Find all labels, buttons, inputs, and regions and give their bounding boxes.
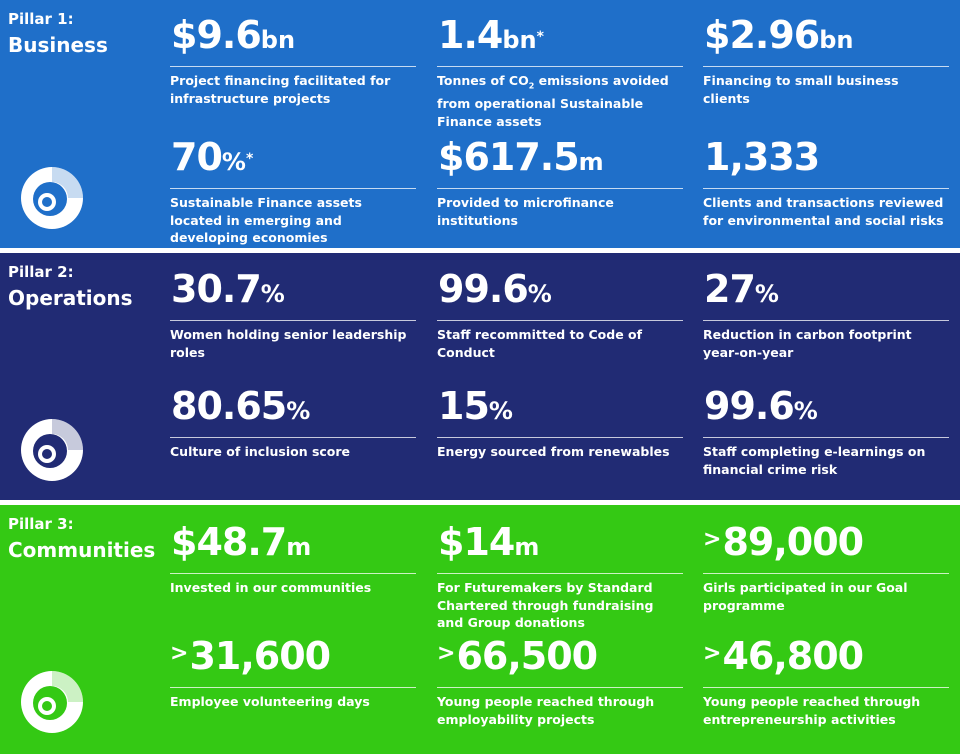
stat-code-of-conduct: 99.6% Staff recommitted to Code of Condu… <box>437 266 683 361</box>
divider <box>703 437 949 438</box>
stat-value: >66,500 <box>437 634 598 678</box>
pillar-communities-section: Pillar 3: Communities $48.7m Invested in… <box>0 505 960 754</box>
stat-value: $617.5m <box>438 135 604 179</box>
divider <box>170 66 416 67</box>
divider <box>170 687 416 688</box>
stat-description: Provided to microfinance institutions <box>437 195 614 228</box>
stat-value: 1,333 <box>704 135 820 179</box>
stat-value: 30.7% <box>171 267 285 311</box>
pillar-business-section: Pillar 1: Business $9.6bn Project financ… <box>0 0 960 248</box>
brand-logo-icon <box>21 419 83 481</box>
stat-elearning-completion: 99.6% Staff completing e-learnings on fi… <box>703 383 949 478</box>
pillar-number: Pillar 1: <box>8 10 74 28</box>
pillar-operations-section: Pillar 2: Operations 30.7% Women holding… <box>0 253 960 500</box>
stat-sustainable-assets: 70%* Sustainable Finance assets located … <box>170 134 416 247</box>
stat-goal-programme: >89,000 Girls participated in our Goal p… <box>703 519 949 614</box>
stat-description: Staff recommitted to Code of Conduct <box>437 327 643 360</box>
stat-value: $14m <box>438 520 540 564</box>
stat-renewable-energy: 15% Energy sourced from renewables <box>437 383 683 461</box>
stat-inclusion-score: 80.65% Culture of inclusion score <box>170 383 416 461</box>
divider <box>437 573 683 574</box>
divider <box>703 573 949 574</box>
stat-carbon-reduction: 27% Reduction in carbon footprint year-o… <box>703 266 949 361</box>
stat-description: Financing to small business clients <box>703 73 899 106</box>
divider <box>437 188 683 189</box>
stat-description: Invested in our communities <box>170 580 372 595</box>
stat-description: Clients and transactions reviewed for en… <box>703 195 944 228</box>
stat-value: $48.7m <box>171 520 312 564</box>
divider <box>170 437 416 438</box>
pillar-heading: Pillar 3: Communities <box>8 515 155 563</box>
stat-value: >31,600 <box>170 634 331 678</box>
stat-value: 1.4bn* <box>438 13 544 57</box>
divider <box>703 188 949 189</box>
stat-description: Project financing facilitated for infras… <box>170 73 391 106</box>
pillar-number: Pillar 3: <box>8 515 74 533</box>
stat-description: Young people reached through entrepreneu… <box>703 694 921 727</box>
pillar-title: Business <box>8 33 108 57</box>
stat-employability: >66,500 Young people reached through emp… <box>437 633 683 728</box>
stat-description: Girls participated in our Goal programme <box>703 580 908 613</box>
pillar-title: Communities <box>8 538 156 562</box>
divider <box>170 320 416 321</box>
pillar-title: Operations <box>8 286 133 310</box>
stat-description: For Futuremakers by Standard Chartered t… <box>437 580 654 630</box>
stat-value: 80.65% <box>171 384 311 428</box>
stat-women-leadership: 30.7% Women holding senior leadership ro… <box>170 266 416 361</box>
stat-value: 99.6% <box>438 267 552 311</box>
stat-value: 15% <box>438 384 513 428</box>
stat-value: 70%* <box>171 135 253 179</box>
stat-description: Tonnes of CO2 emissions avoided from ope… <box>437 73 669 129</box>
stat-clients-reviewed: 1,333 Clients and transactions reviewed … <box>703 134 949 229</box>
stat-value: $9.6bn <box>171 13 296 57</box>
stat-value: $2.96bn <box>704 13 854 57</box>
divider <box>170 573 416 574</box>
stat-description: Culture of inclusion score <box>170 444 351 459</box>
divider <box>703 687 949 688</box>
stat-project-financing: $9.6bn Project financing facilitated for… <box>170 12 416 107</box>
divider <box>170 188 416 189</box>
brand-logo-icon <box>21 167 83 229</box>
divider <box>437 687 683 688</box>
divider <box>437 66 683 67</box>
divider <box>437 320 683 321</box>
stat-entrepreneurship: >46,800 Young people reached through ent… <box>703 633 949 728</box>
stat-emissions-avoided: 1.4bn* Tonnes of CO2 emissions avoided f… <box>437 12 683 130</box>
stat-value: >89,000 <box>703 520 864 564</box>
stat-description: Sustainable Finance assets located in em… <box>170 195 362 245</box>
stat-description: Young people reached through employabili… <box>437 694 655 727</box>
stat-small-business-financing: $2.96bn Financing to small business clie… <box>703 12 949 107</box>
stat-description: Reduction in carbon footprint year-on-ye… <box>703 327 912 360</box>
divider <box>703 320 949 321</box>
pillar-number: Pillar 2: <box>8 263 74 281</box>
stat-futuremakers: $14m For Futuremakers by Standard Charte… <box>437 519 683 632</box>
stat-description: Staff completing e-learnings on financia… <box>703 444 926 477</box>
stat-value: >46,800 <box>703 634 864 678</box>
pillar-heading: Pillar 2: Operations <box>8 263 133 311</box>
stat-volunteering-days: >31,600 Employee volunteering days <box>170 633 416 711</box>
stat-microfinance: $617.5m Provided to microfinance institu… <box>437 134 683 229</box>
stat-description: Employee volunteering days <box>170 694 370 709</box>
stat-description: Women holding senior leadership roles <box>170 327 407 360</box>
pillar-heading: Pillar 1: Business <box>8 10 108 58</box>
stat-value: 99.6% <box>704 384 818 428</box>
stat-community-investment: $48.7m Invested in our communities <box>170 519 416 597</box>
divider <box>437 437 683 438</box>
brand-logo-icon <box>21 671 83 733</box>
divider <box>703 66 949 67</box>
stat-description: Energy sourced from renewables <box>437 444 670 459</box>
stat-value: 27% <box>704 267 779 311</box>
